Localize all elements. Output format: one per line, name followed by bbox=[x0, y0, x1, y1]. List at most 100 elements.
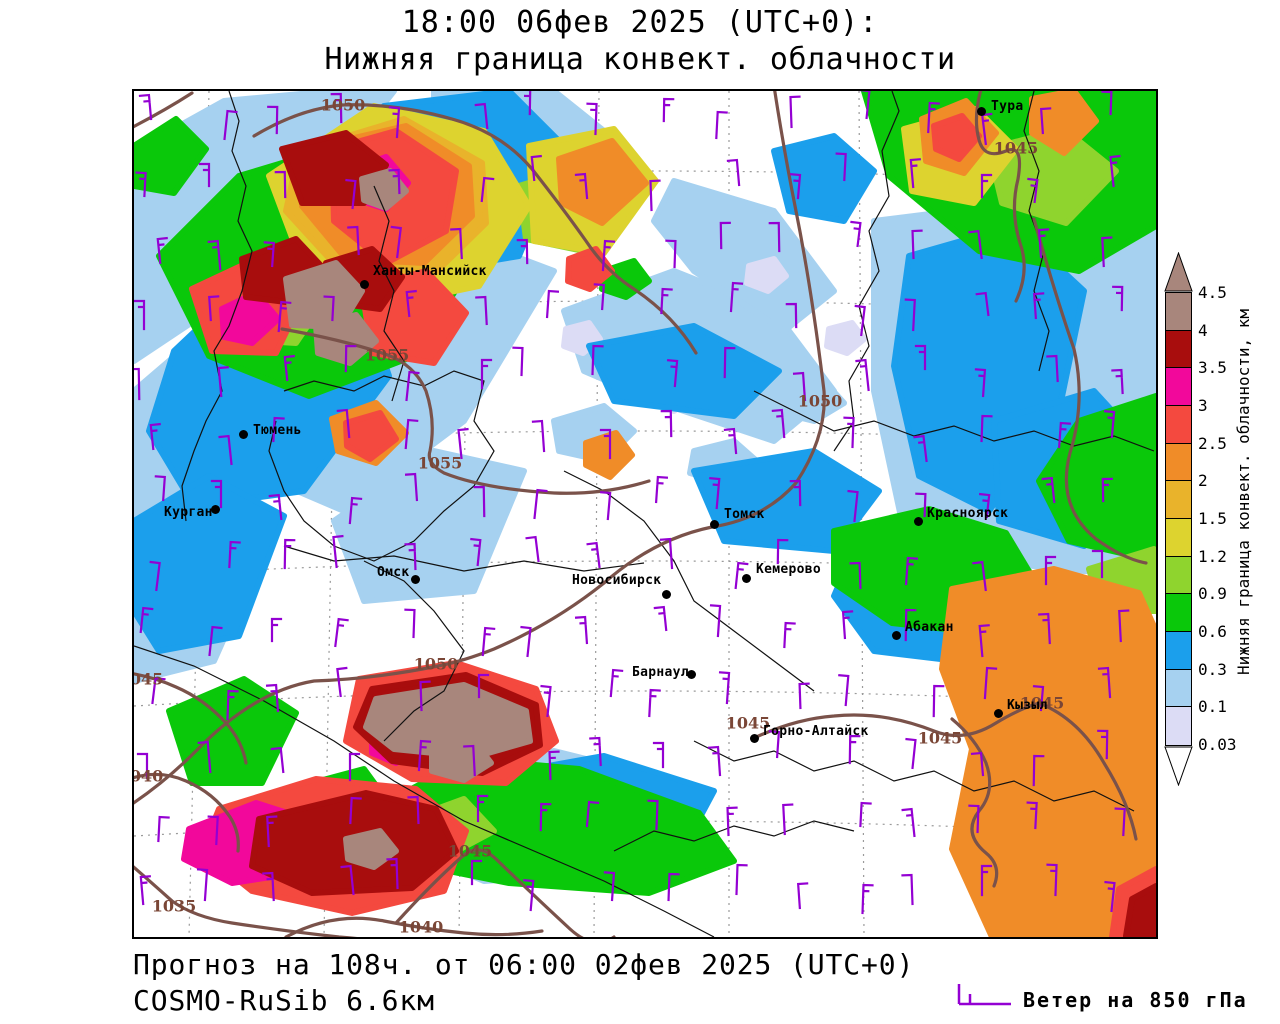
legend-title: Нижняя граница конвект. облачности, км bbox=[1234, 308, 1253, 676]
isobar-label: 1055 bbox=[364, 345, 410, 365]
isobar-label: 1040 bbox=[398, 917, 444, 937]
wind-barb bbox=[348, 752, 361, 782]
wind-barb bbox=[835, 152, 847, 182]
city-layer: Тура Ханты-Мансийск Тюмень Курган Омск Новоси… bbox=[134, 91, 1156, 937]
isobar-label: 1045 bbox=[917, 728, 963, 748]
wind-barb bbox=[591, 344, 604, 376]
isobar-label: 1050 bbox=[797, 391, 843, 411]
city-dot bbox=[238, 429, 248, 439]
wind-barb bbox=[707, 745, 722, 777]
wind-barb bbox=[196, 868, 209, 902]
wind-barb bbox=[263, 241, 275, 268]
wind-barb bbox=[520, 625, 532, 658]
wind-barb bbox=[914, 344, 927, 371]
isolines bbox=[134, 91, 1148, 937]
isobar-label: 1050 bbox=[320, 95, 366, 115]
wind-barb bbox=[798, 682, 810, 710]
isobar-label: 1050 bbox=[413, 654, 459, 674]
wind-barb bbox=[785, 302, 798, 329]
wind-barb bbox=[904, 556, 919, 586]
wind-legend-label: Ветер на 850 гПа bbox=[1023, 988, 1248, 1012]
wind-legend: Ветер на 850 гПа bbox=[955, 978, 1275, 1012]
legend-tick-label: 0.3 bbox=[1198, 659, 1227, 679]
wind-barb bbox=[585, 800, 600, 828]
legend-tick-label: 1.5 bbox=[1198, 509, 1227, 528]
wind-barb bbox=[210, 479, 223, 509]
wind-barb bbox=[330, 92, 343, 124]
wind-barb bbox=[404, 418, 419, 450]
wind-barb bbox=[1041, 476, 1056, 504]
wind-barb bbox=[855, 358, 870, 392]
wind-barb bbox=[1112, 285, 1124, 312]
legend-tick-label: 4.5 bbox=[1198, 283, 1227, 302]
wind-barb bbox=[847, 489, 859, 523]
wind-barb bbox=[768, 730, 781, 759]
legend-tick-label: 0.9 bbox=[1198, 584, 1227, 604]
wind-barb bbox=[849, 561, 862, 590]
wind-barb bbox=[735, 863, 748, 896]
wind-barb bbox=[1097, 729, 1109, 760]
isobar-label: 1055 bbox=[417, 453, 463, 473]
wind-barb bbox=[197, 740, 212, 774]
wind-barb bbox=[407, 795, 420, 825]
wind-barb bbox=[709, 604, 722, 638]
wind-barb bbox=[901, 873, 914, 906]
wind-barb bbox=[154, 475, 166, 502]
city-dot bbox=[686, 669, 696, 679]
legend-band bbox=[1166, 443, 1191, 482]
wind-barb bbox=[218, 434, 233, 466]
wind-barb bbox=[404, 472, 419, 502]
wind-barb bbox=[660, 287, 673, 315]
wind-barb bbox=[265, 683, 280, 713]
wind-barb bbox=[347, 225, 360, 256]
wind-barb bbox=[138, 93, 153, 121]
city-label: Тюмень bbox=[253, 423, 302, 438]
wind-barb bbox=[548, 750, 560, 781]
legend-tick-label: 4 bbox=[1198, 320, 1208, 340]
wind-barb bbox=[149, 422, 161, 451]
wind-barb bbox=[270, 617, 283, 643]
wind-barb bbox=[405, 370, 420, 402]
title-datetime: 18:00 06фев 2025 (UTC+0): bbox=[401, 5, 879, 40]
wind-barb bbox=[652, 741, 665, 769]
legend-band bbox=[1166, 405, 1191, 444]
wind-barb bbox=[390, 225, 402, 259]
legend-band bbox=[1166, 631, 1191, 670]
wind-barb bbox=[149, 560, 161, 592]
legend-band bbox=[1166, 594, 1191, 632]
wind-barb bbox=[419, 680, 431, 712]
wind-barb bbox=[1038, 612, 1051, 645]
map-canvas: 1050 1045 1055 1055 1050 1050 1045 1040 1035 1040… bbox=[132, 89, 1158, 939]
wind-barb bbox=[586, 541, 601, 569]
wind-barb bbox=[332, 534, 344, 569]
city-label: Абакан bbox=[905, 620, 954, 635]
wind-barb bbox=[653, 605, 668, 632]
wind-barb bbox=[267, 105, 279, 135]
wind-barb bbox=[662, 97, 675, 123]
city-dot bbox=[410, 574, 420, 584]
wind-barb bbox=[262, 871, 275, 902]
wind-barb bbox=[1027, 177, 1039, 204]
wind-barb bbox=[386, 857, 399, 890]
wind-barb bbox=[1032, 292, 1045, 320]
wind-barb bbox=[348, 496, 363, 525]
city-label: Красноярск bbox=[927, 506, 1009, 521]
wind-barb bbox=[915, 492, 927, 518]
wind-barb bbox=[783, 621, 796, 649]
legend-tick-label: 2 bbox=[1198, 471, 1208, 491]
wind-barb bbox=[659, 537, 674, 570]
wind-barb bbox=[323, 295, 335, 322]
wind-barb bbox=[726, 806, 738, 837]
wind-barb bbox=[980, 864, 993, 897]
wind-barb bbox=[1039, 107, 1052, 135]
wind-barb bbox=[734, 561, 749, 590]
wind-barb bbox=[861, 883, 874, 915]
wind-barb bbox=[207, 815, 219, 846]
wind-barbs-layer bbox=[134, 91, 1130, 915]
wind-barb bbox=[476, 794, 489, 823]
wind-barb bbox=[1103, 410, 1116, 439]
wind-barb bbox=[1091, 549, 1104, 579]
wind-barb bbox=[904, 298, 916, 332]
wind-barb bbox=[1101, 236, 1113, 268]
